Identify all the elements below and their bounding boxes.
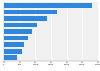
Bar xyxy=(4,16,47,21)
Bar xyxy=(4,3,92,8)
Bar xyxy=(4,29,32,34)
Bar xyxy=(4,23,37,27)
Bar xyxy=(4,55,17,60)
Bar xyxy=(4,49,22,54)
Bar xyxy=(4,10,57,14)
Bar xyxy=(4,42,24,47)
Bar xyxy=(4,36,28,40)
